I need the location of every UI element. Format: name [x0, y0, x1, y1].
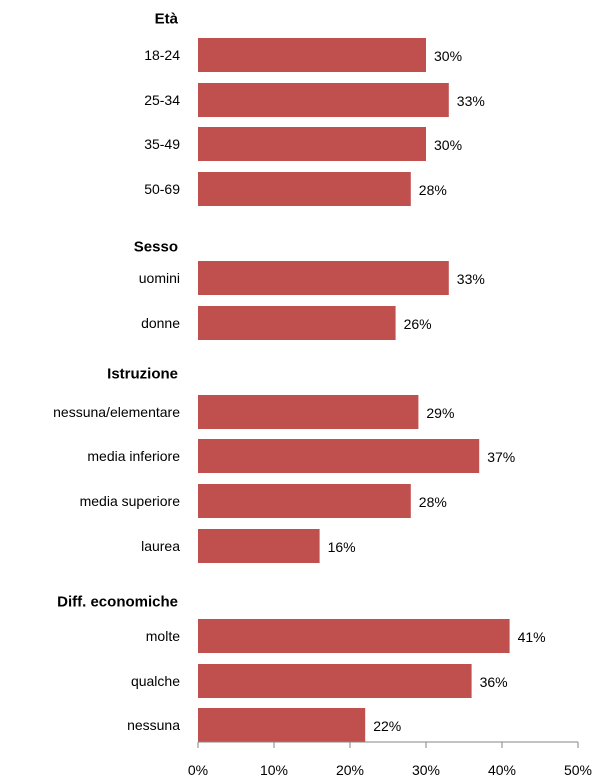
x-tick-label: 30%	[412, 762, 440, 778]
category-label: qualche	[131, 673, 180, 689]
category-label: molte	[146, 628, 180, 644]
category-label: uomini	[139, 270, 180, 286]
group-title: Sesso	[134, 239, 178, 256]
bar-group: Età 18-24 30% 25-34 33% 35-49 30% 50-69 28%	[144, 11, 485, 206]
category-label: 25-34	[144, 92, 180, 108]
x-tick-label: 20%	[336, 762, 364, 778]
category-label: nessuna/elementare	[53, 404, 180, 420]
plot-area: Età 18-24 30% 25-34 33% 35-49 30% 50-69 28% Sesso…	[53, 11, 546, 742]
value-label: 26%	[404, 316, 432, 332]
category-label: 35-49	[144, 136, 180, 152]
bar	[198, 38, 426, 72]
value-label: 30%	[434, 137, 462, 153]
x-axis: 0% 10% 20% 30% 40% 50%	[188, 741, 592, 778]
x-tick-label: 50%	[564, 762, 592, 778]
bar	[198, 708, 366, 742]
group-title: Istruzione	[107, 366, 178, 383]
category-label: media inferiore	[87, 448, 180, 464]
category-label: 50-69	[144, 181, 180, 197]
category-label: laurea	[141, 538, 180, 554]
value-label: 16%	[328, 539, 356, 555]
value-label: 33%	[457, 93, 485, 109]
bar	[198, 172, 411, 206]
bar	[198, 261, 449, 295]
value-label: 37%	[487, 449, 515, 465]
bar	[198, 439, 480, 473]
category-label: media superiore	[80, 493, 181, 509]
category-label: nessuna	[127, 717, 180, 733]
value-label: 22%	[373, 718, 401, 734]
bar	[198, 306, 396, 340]
bar	[198, 83, 449, 117]
bar-group: Istruzione nessuna/elementare 29% media inf…	[53, 366, 515, 563]
value-label: 29%	[426, 405, 454, 421]
bar	[198, 127, 426, 161]
bar	[198, 395, 419, 429]
value-label: 33%	[457, 271, 485, 287]
category-label: donne	[141, 315, 180, 331]
value-label: 41%	[518, 629, 546, 645]
group-title: Diff. economiche	[57, 594, 178, 611]
value-label: 36%	[480, 674, 508, 690]
value-label: 30%	[434, 48, 462, 64]
bar	[198, 619, 510, 653]
x-tick-label: 0%	[188, 762, 208, 778]
bar-group: Sesso uomini 33% donne 26%	[134, 239, 485, 340]
x-tick-label: 40%	[488, 762, 516, 778]
bar	[198, 664, 472, 698]
value-label: 28%	[419, 494, 447, 510]
value-label: 28%	[419, 182, 447, 198]
bar-group: Diff. economiche molte 41% qualche 36% nessun…	[57, 594, 546, 742]
category-label: 18-24	[144, 47, 180, 63]
bar	[198, 484, 411, 518]
group-title: Età	[155, 11, 179, 28]
bar	[198, 529, 320, 563]
x-tick-label: 10%	[260, 762, 288, 778]
